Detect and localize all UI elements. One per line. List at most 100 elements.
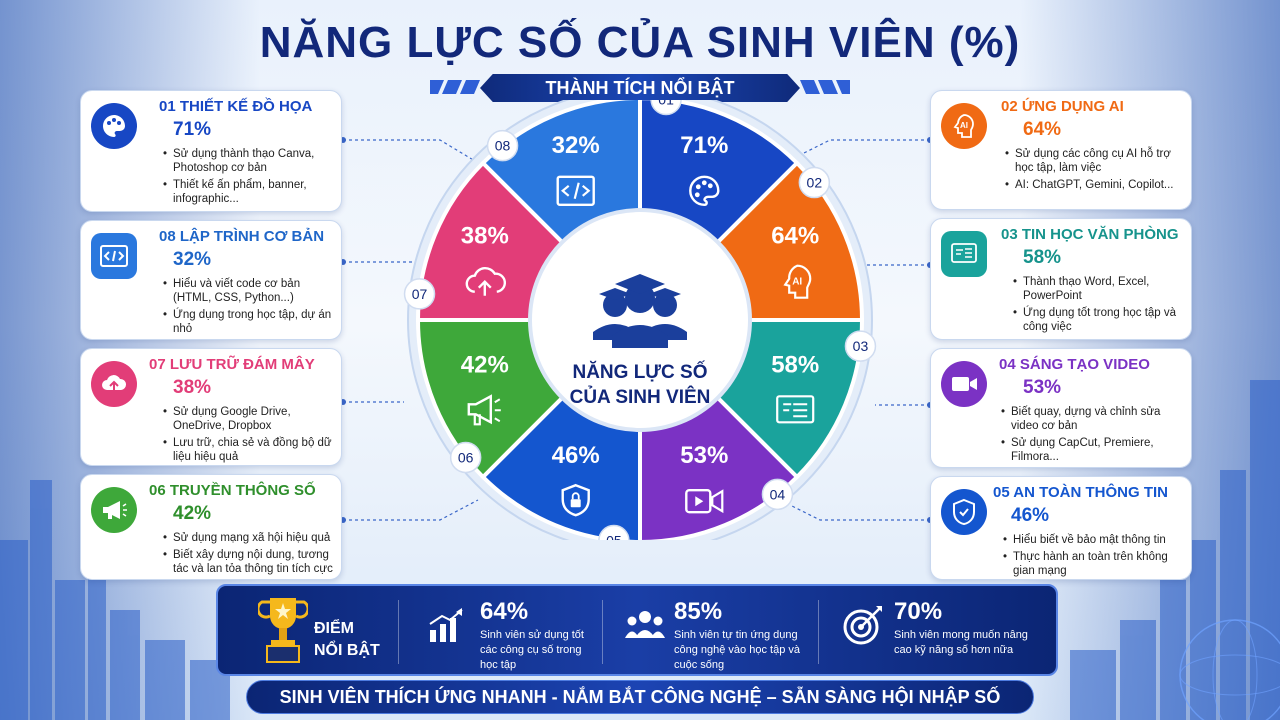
card-bullet: Hiểu biết về bảo mật thông tin xyxy=(1003,533,1189,547)
shield-icon xyxy=(941,489,987,535)
cloud-upload-icon xyxy=(465,267,506,296)
card-bullet: Sử dụng Google Drive, OneDrive, Dropbox xyxy=(163,405,339,433)
card-percent: 64% xyxy=(1023,119,1062,140)
office-icon xyxy=(776,395,815,424)
people-icon xyxy=(625,611,665,638)
card-bullet: Sử dụng các công cụ AI hỗ trợ học tập, l… xyxy=(1005,147,1189,175)
card-percent: 53% xyxy=(1023,377,1062,398)
card-percent: 58% xyxy=(1023,247,1062,268)
trophy-icon xyxy=(258,598,308,663)
wheel-segment-value: 53% xyxy=(680,442,728,469)
highlights-label-line1: ĐIỂM xyxy=(314,620,354,637)
card-bullet: Ứng dụng trong học tập, dự án nhỏ xyxy=(163,308,339,336)
card-graphic-design: 01 THIẾT KẾ ĐỒ HỌA 71% Sử dụng thành thạ… xyxy=(80,90,342,212)
center-title-line2: CỦA SINH VIÊN xyxy=(570,386,711,408)
card-heading: 07 LƯU TRỮ ĐÁM MÂY xyxy=(149,356,315,373)
bar-chart-icon xyxy=(429,608,463,642)
palette-icon xyxy=(689,175,720,206)
wheel-number-label: 08 xyxy=(495,138,511,154)
video-camera-icon xyxy=(941,361,987,407)
megaphone-icon xyxy=(467,394,501,426)
card-heading: 02 ỨNG DỤNG AI xyxy=(1001,98,1124,115)
card-bullet: AI: ChatGPT, Gemini, Copilot... xyxy=(1005,178,1189,192)
card-cloud-storage: 07 LƯU TRỮ ĐÁM MÂY 38% Sử dụng Google Dr… xyxy=(80,348,342,466)
competency-wheel: NĂNG LỰC SỐ CỦA SINH VIÊN 71% 01 64% AI 02 58… xyxy=(403,100,877,540)
card-ai-applications: AI 02 ỨNG DỤNG AI 64% Sử dụng các công c… xyxy=(930,90,1192,210)
card-bullet: Lưu trữ, chia sẻ và đồng bộ dữ liệu hiệu… xyxy=(163,436,339,464)
card-office-skills: 03 TIN HỌC VĂN PHÒNG 58% Thành thạo Word… xyxy=(930,218,1192,340)
svg-text:AI: AI xyxy=(792,277,802,288)
card-bullet: Hiểu và viết code cơ bản (HTML, CSS, Pyt… xyxy=(163,277,339,305)
card-bullet: Ứng dụng tốt trong học tập và công việc xyxy=(1013,306,1189,334)
office-icon xyxy=(941,231,987,277)
card-heading: 04 SÁNG TẠO VIDEO xyxy=(999,356,1150,373)
card-video-creation: 04 SÁNG TẠO VIDEO 53% Biết quay, dựng và… xyxy=(930,348,1192,468)
cloud-upload-icon xyxy=(91,361,137,407)
graduates-icon xyxy=(593,274,687,348)
svg-text:AI: AI xyxy=(960,121,968,130)
wheel-number-label: 05 xyxy=(606,532,622,540)
card-percent: 71% xyxy=(173,119,212,140)
card-percent: 46% xyxy=(1011,505,1050,526)
card-bullet: Sử dụng thành thạo Canva, Photoshop cơ b… xyxy=(163,147,339,175)
wheel-number-badge xyxy=(761,478,794,511)
shield-icon xyxy=(561,483,590,517)
stat-text: Sinh viên mong muốn nâng cao kỹ năng số … xyxy=(894,629,1028,656)
wheel-number-badge xyxy=(650,100,682,116)
wheel-segment-value: 64% xyxy=(771,223,819,250)
card-bullet: Biết quay, dựng và chỉnh sửa video cơ bả… xyxy=(1001,405,1189,433)
card-percent: 32% xyxy=(173,249,212,270)
card-heading: 06 TRUYỀN THÔNG SỐ xyxy=(149,482,316,499)
wheel-number-badge xyxy=(403,278,436,310)
card-bullet: Sử dụng mạng xã hội hiệu quả xyxy=(163,531,339,545)
wheel-number-label: 03 xyxy=(853,338,869,354)
highlights-label-line2: NỔI BẬT xyxy=(314,642,380,659)
stat-text: Sinh viên sử dụng tốt các công cụ số tro… xyxy=(480,629,584,671)
code-icon xyxy=(556,175,595,206)
highlights-panel: ĐIỂM NỔI BẬT 64% Sinh viên sử dụng tốt c… xyxy=(216,584,1058,676)
card-information-security: 05 AN TOÀN THÔNG TIN 46% Hiểu biết về bả… xyxy=(930,476,1192,580)
card-basic-programming: 08 LẬP TRÌNH CƠ BẢN 32% Hiểu và viết cod… xyxy=(80,220,342,340)
card-percent: 42% xyxy=(173,503,212,524)
code-icon xyxy=(91,233,137,279)
card-heading: 05 AN TOÀN THÔNG TIN xyxy=(993,484,1169,501)
wheel-number-badge xyxy=(449,441,482,474)
card-bullet: Biết xây dựng nội dung, tương tác và lan… xyxy=(163,548,339,576)
ai-head-icon: AI xyxy=(941,103,987,149)
target-icon xyxy=(843,606,882,645)
divider xyxy=(818,600,819,664)
wheel-number-badge xyxy=(598,524,630,540)
stat-percent: 70% xyxy=(894,598,943,625)
wheel-segment-value: 58% xyxy=(771,351,819,378)
wheel-segment-value: 42% xyxy=(461,351,509,378)
stat-percent: 85% xyxy=(674,598,723,625)
wheel-segment-value: 46% xyxy=(552,442,600,469)
video-icon xyxy=(685,489,724,514)
wheel-number-label: 07 xyxy=(412,286,428,302)
wheel-number-label: 02 xyxy=(807,175,823,191)
card-bullet: Sử dụng CapCut, Premiere, Filmora... xyxy=(1001,436,1189,464)
card-heading: 01 THIẾT KẾ ĐỒ HỌA xyxy=(159,98,313,115)
wheel-number-label: 06 xyxy=(458,449,474,465)
wheel-number-badge xyxy=(486,129,519,162)
center-title-line1: NĂNG LỰC SỐ xyxy=(572,361,707,383)
card-bullet: Thực hành an toàn trên không gian mạng xyxy=(1003,550,1189,578)
card-heading: 08 LẬP TRÌNH CƠ BẢN xyxy=(159,228,325,245)
palette-icon xyxy=(91,103,137,149)
wheel-segment-value: 38% xyxy=(461,223,509,250)
page-title: NĂNG LỰC SỐ CỦA SINH VIÊN (%) xyxy=(259,18,1021,67)
divider xyxy=(398,600,399,664)
highlights-label: ĐIỂM NỔI BẬT xyxy=(314,618,380,662)
megaphone-icon xyxy=(91,487,137,533)
ai-head-icon: AI xyxy=(783,264,812,299)
subtitle-ribbon-stripes xyxy=(430,80,850,94)
wheel-number-label: 01 xyxy=(658,100,674,108)
card-bullet: Thành thạo Word, Excel, PowerPoint xyxy=(1013,275,1189,303)
divider xyxy=(602,600,603,664)
footer-slogan: SINH VIÊN THÍCH ỨNG NHANH - NẮM BẮT CÔNG… xyxy=(246,680,1034,714)
wheel-number-badge xyxy=(844,330,877,362)
wheel-segment-value: 32% xyxy=(552,132,600,159)
card-bullet: Thiết kế ấn phẩm, banner, infographic... xyxy=(163,178,339,206)
card-heading: 03 TIN HỌC VĂN PHÒNG xyxy=(1001,226,1179,243)
wheel-center-disc xyxy=(528,208,752,432)
